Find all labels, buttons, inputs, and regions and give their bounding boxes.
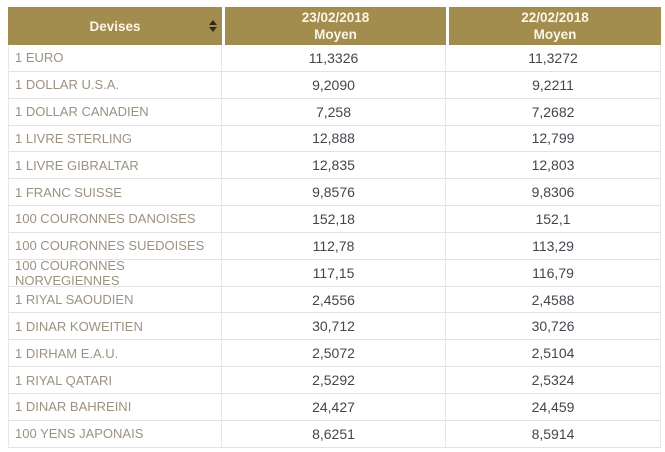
table-row: 1 DINAR BAHREINI 24,427 24,459 <box>9 393 660 421</box>
table-row: 1 DOLLAR U.S.A. 9,2090 9,2211 <box>9 71 660 99</box>
currency-name: 1 DINAR BAHREINI <box>9 393 222 420</box>
table-row: 100 YENS JAPONAIS 8,6251 8,5914 <box>9 420 660 448</box>
sort-asc-icon <box>209 20 217 25</box>
table-row: 100 COURONNES NORVEGIENNES 117,15 116,79 <box>9 258 660 288</box>
rate-previous: 7,2682 <box>531 103 575 120</box>
rate-previous: 2,5324 <box>531 372 575 389</box>
currency-name: 1 DOLLAR U.S.A. <box>9 71 222 98</box>
currency-name: 1 RIYAL SAOUDIEN <box>9 286 222 313</box>
rate-previous: 113,29 <box>532 237 574 254</box>
date-label: 23/02/2018 <box>301 10 370 25</box>
rate-previous: 12,803 <box>531 157 575 174</box>
date-label: 22/02/2018 <box>521 10 589 25</box>
rate-recent: 12,888 <box>222 125 446 152</box>
table-row: 1 FRANC SUISSE 9,8576 9,8306 <box>9 179 660 207</box>
table-row: 100 COURONNES DANOISES 152,18 152,1 <box>9 206 660 233</box>
moyen-label: Moyen <box>314 27 357 42</box>
currency-name: 100 COURONNES NORVEGIENNES <box>9 258 222 288</box>
table-row: 1 LIVRE GIBRALTAR 12,835 12,803 <box>9 152 660 180</box>
moyen-label: Moyen <box>533 27 577 42</box>
rate-recent: 11,3326 <box>222 45 446 71</box>
rate-previous: 11,3272 <box>528 49 578 66</box>
column-header-devises[interactable]: Devises <box>8 7 222 45</box>
exchange-rates-table: Devises 23/02/2018 Moyen 22/02/2018 Moye… <box>8 7 661 448</box>
rate-recent: 112,78 <box>222 232 446 259</box>
rate-recent: 152,18 <box>222 206 446 232</box>
sort-desc-icon <box>209 27 217 32</box>
currency-name: 100 YENS JAPONAIS <box>9 420 222 447</box>
table-row: 1 DOLLAR CANADIEN 7,258 7,2682 <box>9 98 660 126</box>
rate-previous: 30,726 <box>531 318 575 335</box>
currency-name: 1 RIYAL QATARI <box>9 367 222 393</box>
rate-previous: 2,5104 <box>531 345 575 362</box>
table-row: 1 DINAR KOWEITIEN 30,712 30,726 <box>9 313 660 341</box>
table-row: 1 LIVRE STERLING 12,888 12,799 <box>9 125 660 153</box>
table-row: 100 COURONNES SUEDOISES 112,78 113,29 <box>9 232 660 260</box>
rate-previous: 152,1 <box>535 210 571 227</box>
rate-recent: 9,2090 <box>222 71 446 98</box>
currency-name: 1 DINAR KOWEITIEN <box>9 313 222 340</box>
rate-previous: 116,79 <box>532 264 574 281</box>
rate-recent: 30,712 <box>222 313 446 340</box>
column-header-date-recent: 23/02/2018 Moyen <box>222 7 446 45</box>
rate-previous: 9,2211 <box>532 76 574 93</box>
rate-previous: 12,799 <box>531 130 575 147</box>
rate-previous: 2,4588 <box>531 291 575 308</box>
table-row: 1 DIRHAM E.A.U. 2,5072 2,5104 <box>9 340 660 368</box>
rate-recent: 2,4556 <box>222 286 446 313</box>
rate-recent: 117,15 <box>222 259 446 286</box>
rate-recent: 7,258 <box>222 98 446 125</box>
rate-recent: 2,5292 <box>222 367 446 393</box>
currency-name: 1 DOLLAR CANADIEN <box>9 98 222 125</box>
currency-name: 1 EURO <box>9 45 222 71</box>
table-header-row: Devises 23/02/2018 Moyen 22/02/2018 Moye… <box>8 7 661 45</box>
rate-previous: 9,8306 <box>531 184 575 201</box>
devises-header-label: Devises <box>89 18 141 34</box>
rate-recent: 9,8576 <box>222 179 446 206</box>
rate-recent: 12,835 <box>222 152 446 179</box>
rate-recent: 8,6251 <box>222 420 446 447</box>
currency-name: 100 COURONNES SUEDOISES <box>9 232 222 259</box>
table-row: 1 EURO 11,3326 11,3272 <box>9 45 660 72</box>
rate-previous: 8,5914 <box>531 425 575 442</box>
rate-previous: 24,459 <box>531 398 575 415</box>
rate-recent: 24,427 <box>222 393 446 420</box>
currency-name: 1 DIRHAM E.A.U. <box>9 340 222 367</box>
table-row: 1 RIYAL SAOUDIEN 2,4556 2,4588 <box>9 286 660 314</box>
currency-name: 100 COURONNES DANOISES <box>9 206 222 232</box>
rate-recent: 2,5072 <box>222 340 446 367</box>
currency-name: 1 FRANC SUISSE <box>9 179 222 206</box>
table-body: 1 EURO 11,3326 11,3272 1 DOLLAR U.S.A. 9… <box>8 45 661 448</box>
table-row: 1 RIYAL QATARI 2,5292 2,5324 <box>9 367 660 394</box>
currency-name: 1 LIVRE GIBRALTAR <box>9 152 222 179</box>
sort-icon[interactable] <box>209 20 217 32</box>
column-header-date-previous: 22/02/2018 Moyen <box>446 7 661 45</box>
currency-name: 1 LIVRE STERLING <box>9 125 222 152</box>
